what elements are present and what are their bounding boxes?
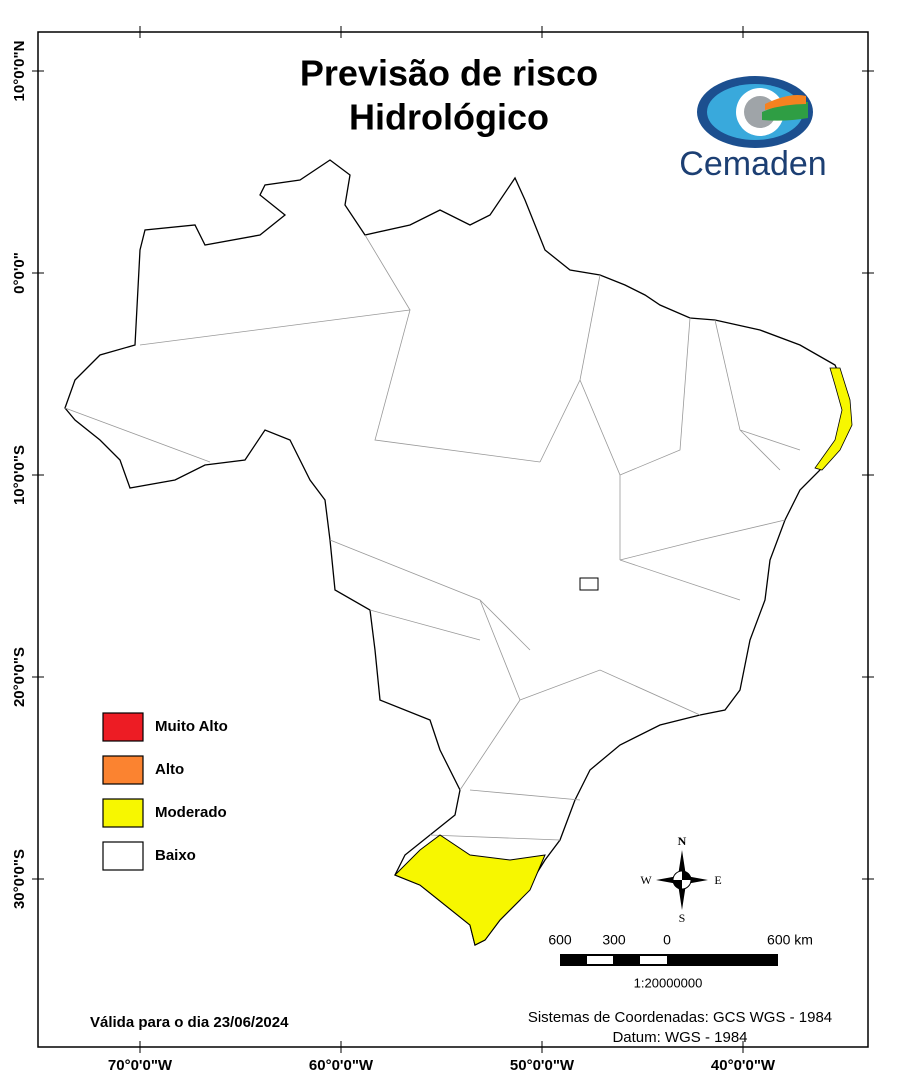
legend-swatch <box>102 841 144 871</box>
compass-west: W <box>640 873 652 887</box>
legend-swatch <box>102 798 144 828</box>
scale-label: 600 <box>548 932 572 948</box>
longitude-label: 60°0'0"W <box>309 1057 374 1074</box>
scale-label: 600 km <box>767 932 813 948</box>
logo-text: Cemaden <box>679 145 826 183</box>
compass-south: S <box>679 911 686 925</box>
title-line: Previsão de risco <box>300 53 598 94</box>
legend-label: Alto <box>155 761 184 778</box>
moderate-risk-area-northeast <box>814 367 853 471</box>
latitude-label: 10°0'0"S <box>11 445 28 505</box>
legend-label: Muito Alto <box>155 718 228 735</box>
scale-bar: 600 300 0 600 km 1:20000000 <box>548 932 813 991</box>
datum: Datum: WGS - 1984 <box>612 1029 747 1046</box>
scale-label: 0 <box>663 932 671 948</box>
latitude-label: 0°0'0" <box>11 252 28 294</box>
latitude-label: 20°0'0"S <box>11 647 28 707</box>
legend-label: Baixo <box>155 847 196 864</box>
scale-label: 300 <box>602 932 626 948</box>
validity-date: Válida para o dia 23/06/2024 <box>90 1014 289 1031</box>
legend-swatch <box>102 712 144 742</box>
legend: Muito Alto Alto Moderado Baixo <box>102 712 228 871</box>
latitude-label: 30°0'0"S <box>11 849 28 909</box>
brazil-outline <box>64 159 851 946</box>
graticule: 70°0'0"W 60°0'0"W 50°0'0"W 40°0'0"W 10°0'0"N… <box>11 26 874 1074</box>
state-borders <box>64 234 801 841</box>
longitude-label: 40°0'0"W <box>711 1057 776 1074</box>
coordinate-system: Sistemas de Coordenadas: GCS WGS - 1984 <box>528 1009 832 1026</box>
longitude-label: 70°0'0"W <box>108 1057 173 1074</box>
compass-north: N <box>678 834 687 848</box>
logo: Cemaden <box>679 76 827 183</box>
legend-swatch <box>102 755 144 785</box>
latitude-label: 10°0'0"N <box>11 41 28 102</box>
compass-east: E <box>714 873 721 887</box>
compass: N S E W <box>640 834 721 925</box>
scale-ratio: 1:20000000 <box>634 975 703 990</box>
longitude-label: 50°0'0"W <box>510 1057 575 1074</box>
legend-label: Moderado <box>155 804 227 821</box>
moderate-risk-area-south <box>394 834 546 946</box>
title-line: Hidrológico <box>349 97 549 138</box>
